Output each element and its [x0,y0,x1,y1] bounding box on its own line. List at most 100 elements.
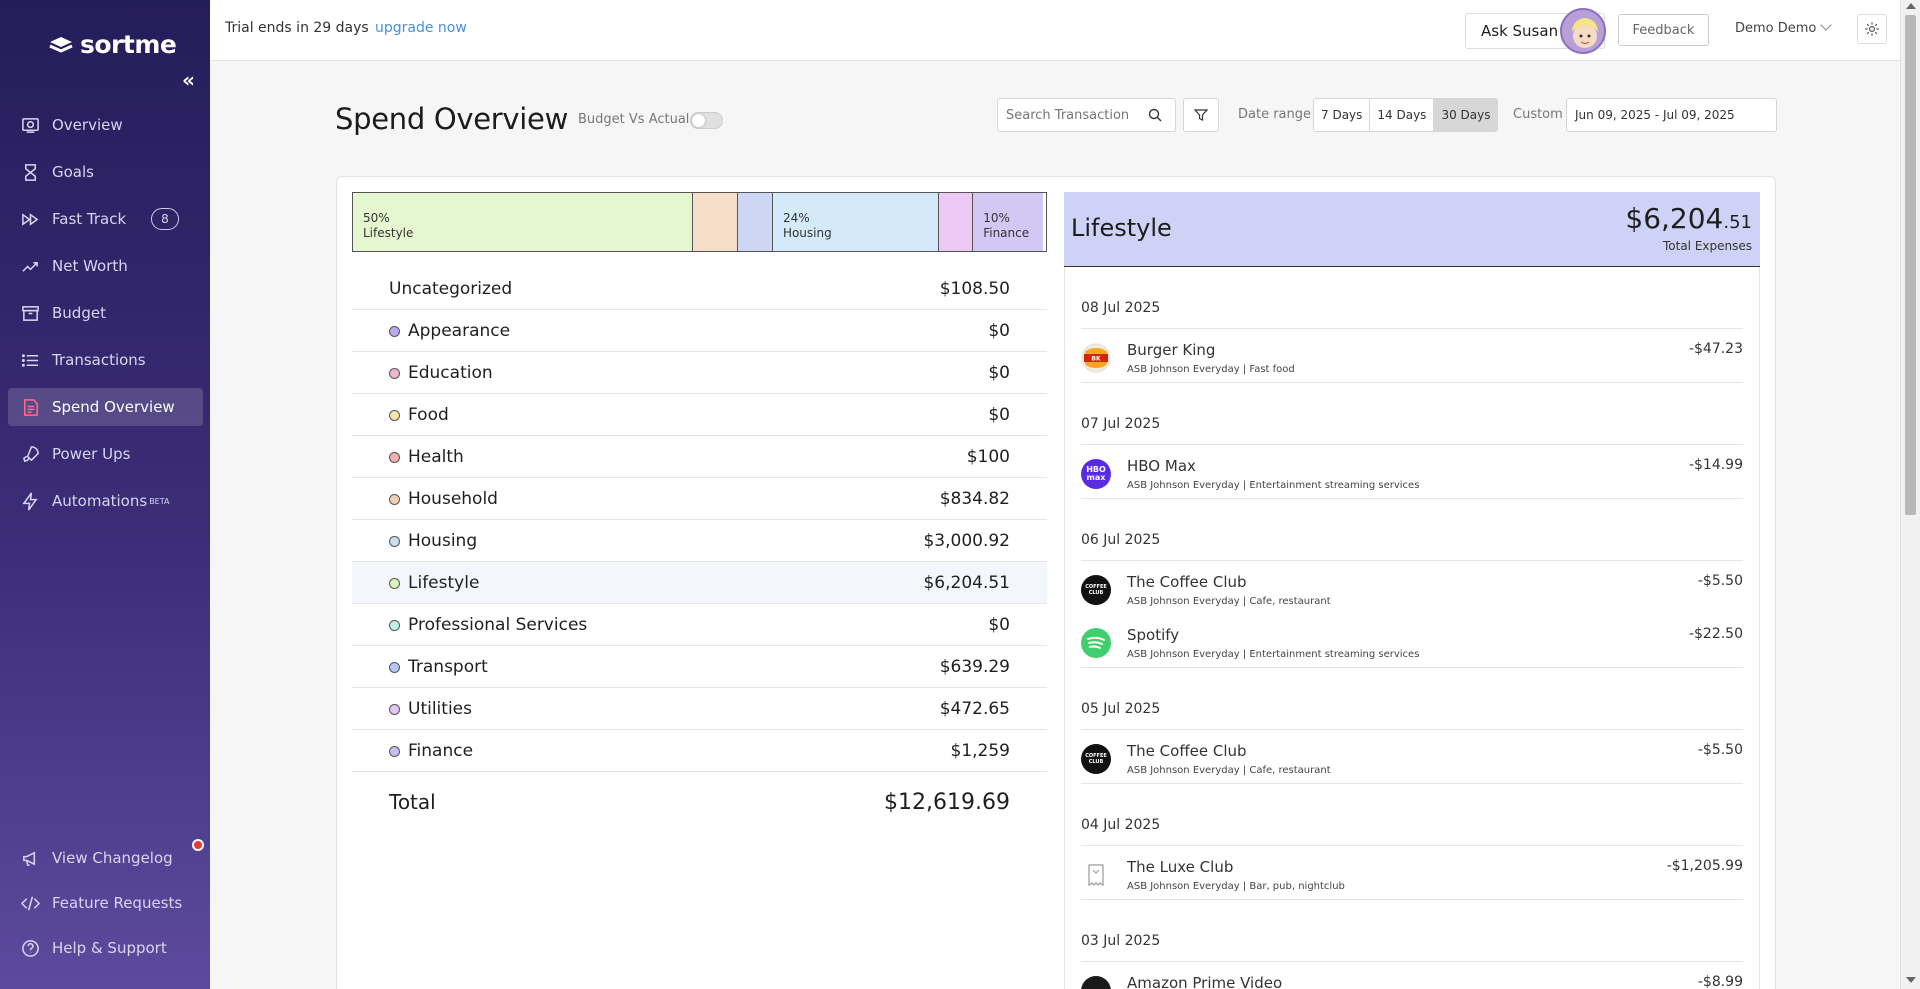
sidebar-bottom-nav: View Changelog Feature Requests Help & S… [8,839,204,974]
sidebar-item-spend-overview[interactable]: Spend Overview [8,388,203,426]
fast-track-badge: 8 [151,208,179,230]
category-name: Housing [408,530,478,551]
sidebar-item-automations[interactable]: Automations BETA [8,482,203,520]
category-row[interactable]: Transport $639.29 [352,646,1047,688]
category-dot [389,368,400,379]
category-row[interactable]: Health $100 [352,436,1047,478]
sidebar-item-label: Feature Requests [52,894,183,912]
category-row[interactable]: Lifestyle $6,204.51 [352,562,1047,604]
category-dot [389,578,400,589]
category-name: Appearance [408,320,511,341]
transaction-row[interactable]: BK Burger King ASB Johnson Everyday | Fast… [1081,329,1743,382]
date-header: 04 Jul 2025 [1081,784,1743,846]
page-scrollbar[interactable] [1900,0,1920,989]
transaction-row[interactable]: HBO max HBO Max ASB Johnson Everyday | Ente… [1081,445,1743,498]
transaction-row[interactable]: COFFEE CLUB The Coffee Club ASB Johnson Eve… [1081,730,1743,783]
sidebar-item-label: Help & Support [52,939,167,957]
breakdown-segment[interactable]: 24% Housing [772,193,939,251]
sidebar-item-fast-track[interactable]: Fast Track 8 [8,200,203,238]
sidebar-item-goals[interactable]: Goals [8,153,203,191]
spotify-logo [1081,628,1111,658]
date-header: 05 Jul 2025 [1081,668,1743,730]
custom-date-range-input[interactable]: Jun 09, 2025 - Jul 09, 2025 [1566,98,1777,132]
user-menu[interactable]: Demo Demo [1735,19,1833,36]
category-row[interactable]: Education $0 [352,352,1047,394]
sidebar: sortme « Overview Goals Fast Track 8 Net… [0,0,210,989]
merchant-name: Amazon Prime Video [1127,974,1283,989]
user-name: Demo Demo [1735,21,1817,36]
category-amount: $834.82 [939,488,1010,509]
transaction-row[interactable]: Amazon Prime Video -$8.99 [1081,962,1743,989]
breakdown-segment[interactable] [692,193,739,251]
transaction-row[interactable]: COFFEE CLUB The Coffee Club ASB Johnson Eve… [1081,561,1743,614]
transaction-amount: -$5.50 [1697,573,1743,589]
search-icon[interactable] [1148,107,1162,126]
sidebar-item-label: Goals [52,163,94,181]
segment-name: Housing [782,226,832,240]
category-amount: $0 [988,614,1010,635]
amount-cents: .51 [1723,212,1752,233]
feedback-button[interactable]: Feedback [1618,14,1709,46]
sidebar-nav: Overview Goals Fast Track 8 Net Worth Bu… [8,106,203,529]
transaction-row[interactable]: Spotify ASB Johnson Everyday | Entertainm… [1081,614,1743,667]
transaction-row[interactable]: The Luxe Club ASB Johnson Everyday | Bar,… [1081,846,1743,899]
category-row[interactable]: Appearance $0 [352,310,1047,352]
sidebar-item-net-worth[interactable]: Net Worth [8,247,203,285]
category-row[interactable]: Utilities $472.65 [352,688,1047,730]
category-amount: $6,204.51 [923,572,1010,593]
transaction-list: 08 Jul 2025 BK Burger King ASB Johnson Ever… [1064,267,1760,989]
category-amount: $0 [988,320,1010,341]
breakdown-segment[interactable]: 50% Lifestyle [353,193,693,251]
category-row[interactable]: Finance $1,259 [352,730,1047,772]
date-header: 08 Jul 2025 [1081,267,1743,329]
filter-icon [1194,109,1208,121]
range-30-days[interactable]: 30 Days [1434,99,1498,131]
range-14-days[interactable]: 14 Days [1370,99,1435,131]
coffee-club-logo: COFFEE CLUB [1081,575,1111,605]
transactions-icon [20,350,40,370]
sidebar-item-feature-requests[interactable]: Feature Requests [8,884,203,922]
breakdown-segment[interactable] [738,193,773,251]
budget-vs-actual-toggle[interactable] [690,112,723,129]
category-row[interactable]: Housing $3,000.92 [352,520,1047,562]
scrollbar-thumb[interactable] [1905,15,1916,515]
gear-icon [1865,22,1879,36]
merchant-name: Burger King [1127,341,1216,359]
merchant-name: HBO Max [1127,457,1196,475]
sortme-logo-icon [49,36,73,53]
settings-button[interactable] [1857,14,1887,44]
brand-logo[interactable]: sortme [48,30,177,59]
fast-track-icon [20,209,40,229]
scroll-up-arrow[interactable] [1906,3,1916,9]
sidebar-item-view-changelog[interactable]: View Changelog [8,839,204,877]
transaction-account: ASB Johnson Everyday | Entertainment str… [1127,649,1420,660]
date-label: 05 Jul 2025 [1081,701,1161,717]
sidebar-item-overview[interactable]: Overview [8,106,203,144]
total-row: Total $12,619.69 [352,772,1047,832]
category-amount: $639.29 [939,656,1010,677]
filter-button[interactable] [1183,98,1219,132]
upgrade-link[interactable]: upgrade now [375,20,467,36]
scroll-down-arrow[interactable] [1906,977,1916,983]
sidebar-item-help-support[interactable]: Help & Support [8,929,203,967]
overview-icon [20,115,40,135]
date-label: 03 Jul 2025 [1081,933,1161,949]
category-row[interactable]: Food $0 [352,394,1047,436]
sidebar-item-budget[interactable]: Budget [8,294,203,332]
category-row[interactable]: Household $834.82 [352,478,1047,520]
breakdown-segment[interactable] [938,193,974,251]
category-name: Finance [408,740,474,761]
sidebar-item-transactions[interactable]: Transactions [8,341,203,379]
collapse-sidebar-icon[interactable]: « [182,68,195,92]
ask-susan-button[interactable]: Ask Susan [1465,8,1606,54]
goals-icon [20,162,40,182]
sidebar-item-power-ups[interactable]: Power Ups [8,435,203,473]
transaction-account: ASB Johnson Everyday | Cafe, restaurant [1127,596,1331,607]
category-row[interactable]: Professional Services $0 [352,604,1047,646]
range-7-days[interactable]: 7 Days [1314,99,1371,131]
amount-main: $6,204 [1625,202,1724,235]
breakdown-segment[interactable]: 10% Finance [973,193,1043,251]
category-row[interactable]: Uncategorized $108.50 [352,268,1047,310]
category-name: Professional Services [408,614,588,635]
search-input[interactable] [997,98,1176,132]
